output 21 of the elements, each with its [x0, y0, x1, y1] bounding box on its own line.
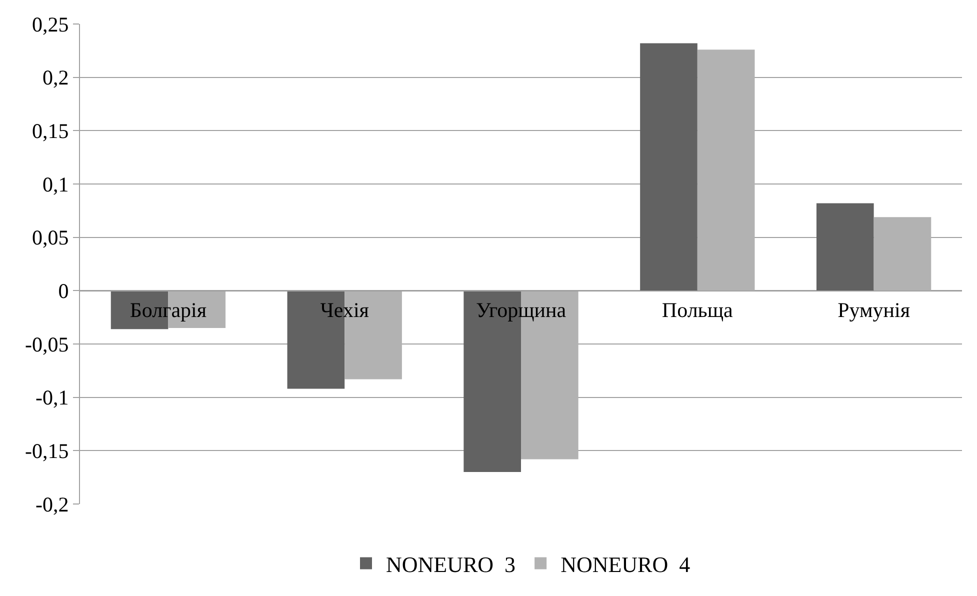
y-tick-label: 0,1 [42, 172, 69, 196]
x-tick-label: Чехія [320, 298, 370, 322]
x-tick-label: Угорщина [476, 298, 567, 322]
bar [640, 43, 698, 291]
legend-label: NONEURO 3 [386, 552, 516, 577]
bar [816, 203, 874, 291]
y-tick-label: 0,15 [32, 119, 69, 144]
x-tick-label: Румунія [838, 298, 910, 322]
legend-label: NONEURO 4 [560, 552, 690, 577]
x-tick-label: Польща [662, 298, 734, 322]
y-tick-label: 0,05 [32, 226, 69, 250]
y-tick-label: -0,2 [36, 492, 69, 516]
bar [697, 50, 755, 291]
y-tick-label: -0,15 [25, 439, 69, 464]
y-tick-label: -0,1 [36, 386, 69, 410]
y-tick-label: -0,05 [25, 332, 69, 356]
y-tick-label: 0,25 [32, 12, 69, 36]
y-tick-label: 0,2 [42, 66, 69, 90]
y-tick-label: 0 [58, 279, 69, 304]
x-tick-label: Болгарія [130, 298, 207, 322]
bar [874, 217, 932, 291]
